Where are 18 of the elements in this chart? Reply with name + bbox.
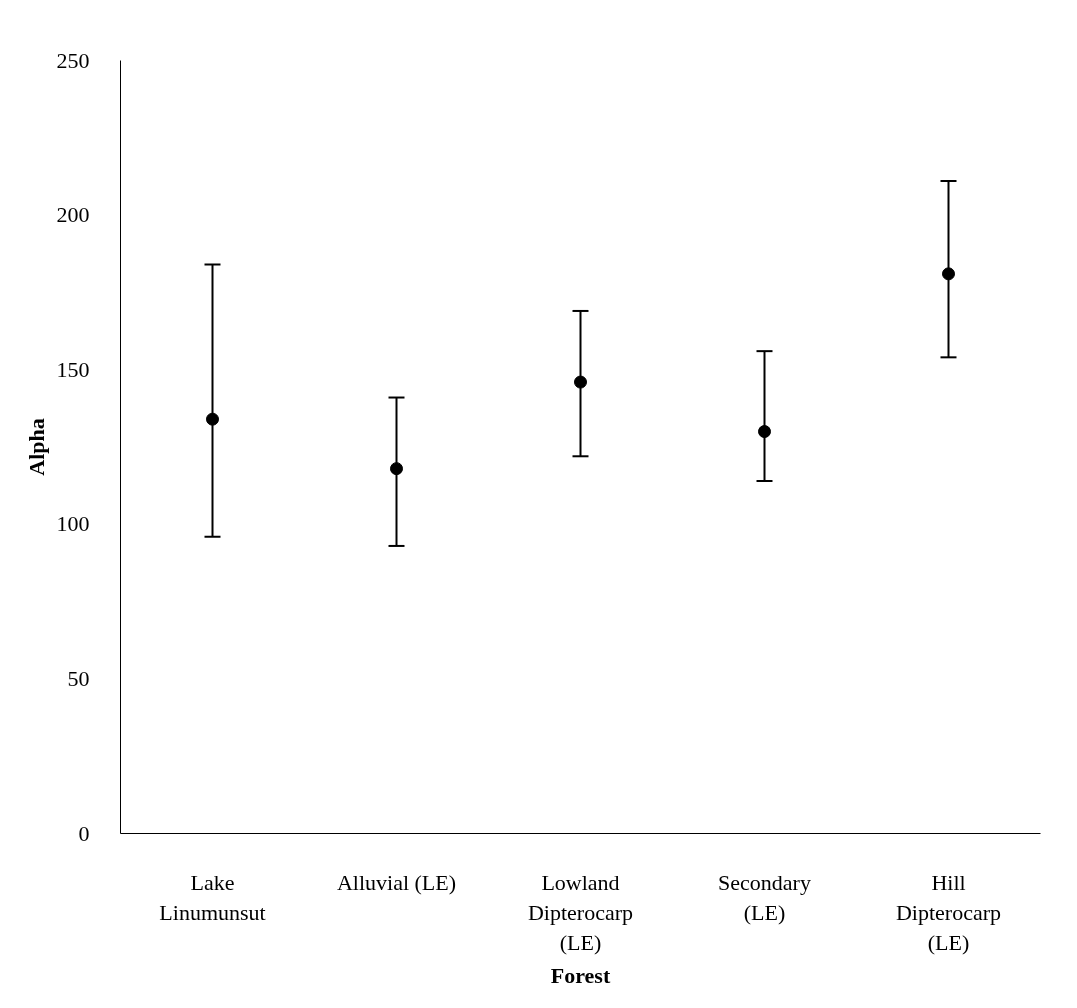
point xyxy=(574,375,587,389)
y-tick-label: 200 xyxy=(56,202,90,228)
x-tick-label: Lowland Dipterocarp (LE) xyxy=(527,869,634,955)
x-tick-label: Secondary (LE) xyxy=(718,869,811,925)
x-tick-label: Alluvial (LE) xyxy=(336,869,457,895)
point xyxy=(390,462,403,476)
y-axis-title: Alpha xyxy=(23,418,49,476)
point xyxy=(942,267,955,281)
point xyxy=(758,425,771,439)
y-tick-label: 0 xyxy=(78,820,90,846)
y-tick-label: 250 xyxy=(56,47,90,73)
y-tick-label: 150 xyxy=(56,356,90,382)
x-tick-label: Hill Dipterocarp (LE) xyxy=(895,869,1002,955)
point xyxy=(206,412,219,426)
x-axis-title: Forest xyxy=(550,962,611,988)
y-tick-label: 50 xyxy=(67,665,90,691)
y-tick-label: 100 xyxy=(56,511,90,537)
x-tick-label: Lake Linumunsut xyxy=(159,869,266,925)
